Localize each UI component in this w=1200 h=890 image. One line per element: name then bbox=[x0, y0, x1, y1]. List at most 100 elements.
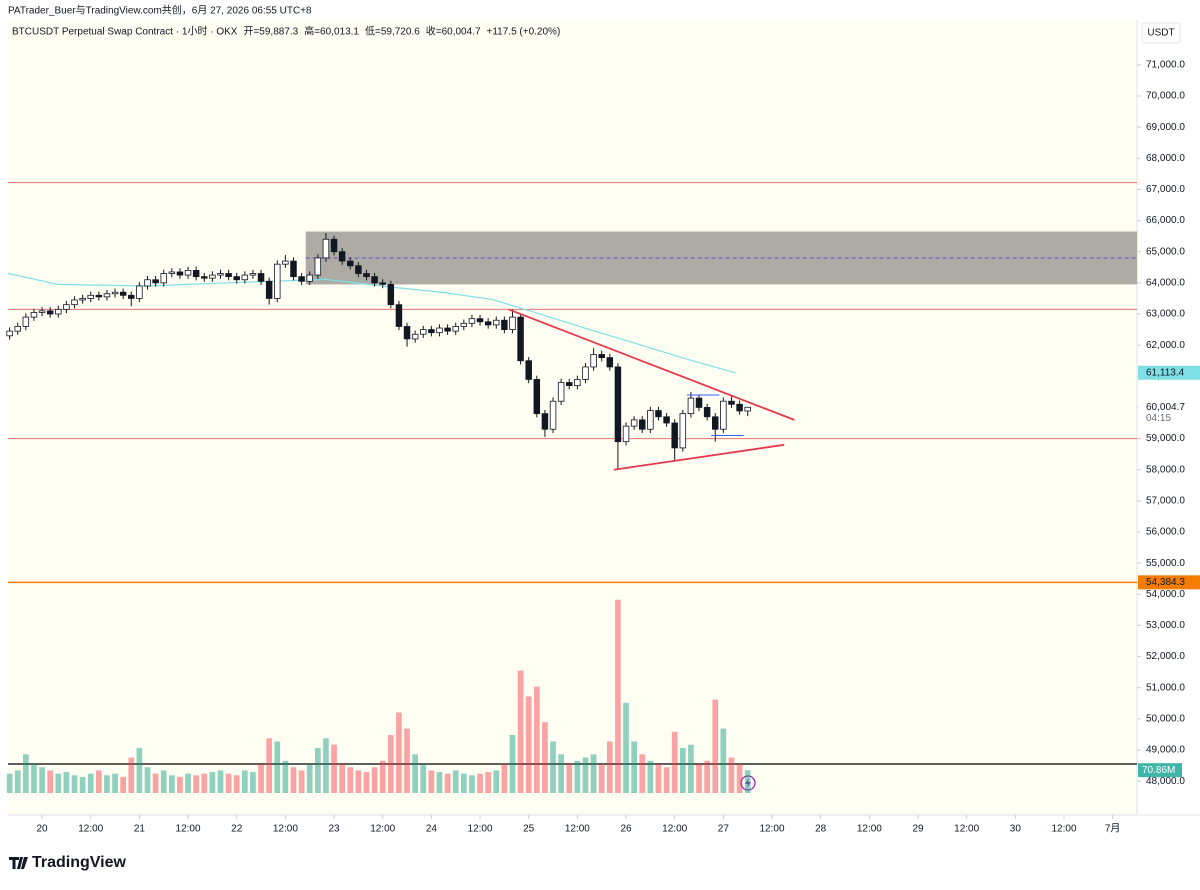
volume-bar bbox=[339, 764, 345, 793]
candle-body bbox=[192, 269, 200, 278]
x-tick-label: 20 bbox=[37, 824, 49, 835]
candle-body bbox=[679, 413, 687, 449]
candle-body bbox=[614, 366, 622, 443]
candle-body bbox=[663, 416, 670, 424]
candle-body bbox=[6, 330, 13, 337]
candle-body bbox=[525, 360, 532, 380]
volume-bar bbox=[460, 773, 467, 793]
candle-body bbox=[712, 416, 719, 430]
volume-bar bbox=[404, 728, 410, 793]
y-tick-label: 68,000.0 bbox=[1146, 153, 1185, 164]
volume-bar bbox=[306, 764, 313, 793]
volume-bar bbox=[14, 770, 21, 793]
plot-background bbox=[8, 20, 1137, 815]
candle-body bbox=[566, 382, 573, 387]
candle-body bbox=[460, 322, 468, 327]
candle-body bbox=[549, 400, 557, 430]
volume-bar bbox=[371, 767, 378, 793]
volume-bar bbox=[250, 772, 256, 793]
volume-bar bbox=[168, 775, 175, 793]
x-tick-label: 22 bbox=[231, 824, 243, 835]
candle-body bbox=[695, 397, 703, 408]
candle-body bbox=[606, 357, 614, 368]
volume-bar bbox=[290, 767, 297, 793]
y-tick-label: 70,000.0 bbox=[1146, 91, 1185, 102]
volume-bar bbox=[55, 773, 62, 793]
volume-bar bbox=[233, 775, 240, 793]
volume-bar bbox=[225, 773, 232, 793]
candle-body bbox=[201, 276, 208, 279]
candle-body bbox=[119, 291, 127, 296]
candle-body bbox=[476, 318, 484, 323]
candle-body bbox=[233, 276, 240, 281]
x-tick-label: 12:00 bbox=[370, 824, 395, 835]
volume-bar bbox=[87, 773, 94, 793]
volume-bar bbox=[314, 747, 321, 793]
candle-body bbox=[184, 269, 192, 276]
last-price-box bbox=[1138, 399, 1200, 426]
volume-bar bbox=[136, 747, 143, 793]
volume-bar bbox=[639, 754, 646, 793]
volume-bar bbox=[420, 764, 427, 793]
volume-bar bbox=[736, 764, 743, 793]
candle-body bbox=[282, 260, 289, 265]
x-tick-label: 12:00 bbox=[857, 824, 882, 835]
volume-label: 70.86M bbox=[1142, 765, 1175, 776]
candle-body bbox=[111, 291, 119, 295]
x-tick-label: 28 bbox=[815, 824, 827, 835]
candle-body bbox=[152, 279, 159, 284]
ma-label-box bbox=[1138, 365, 1200, 380]
logo: TradingView bbox=[9, 854, 127, 871]
y-tick-label: 71,000.0 bbox=[1146, 59, 1185, 70]
y-tick-label: 56,000.0 bbox=[1146, 527, 1185, 538]
candle-body bbox=[87, 294, 94, 299]
candle-body bbox=[484, 321, 492, 326]
candle-body bbox=[744, 406, 751, 412]
volume-bar bbox=[39, 767, 45, 793]
volume-bar bbox=[444, 773, 451, 793]
y-tick-label: 65,000.0 bbox=[1146, 246, 1185, 257]
volume-bar bbox=[120, 776, 127, 793]
volume-bar bbox=[217, 770, 224, 793]
x-tick-label: 25 bbox=[523, 824, 535, 835]
candle-body bbox=[314, 257, 322, 276]
candle-body bbox=[387, 284, 395, 306]
y-tick-label: 66,000.0 bbox=[1146, 215, 1185, 226]
candle-body bbox=[363, 273, 370, 278]
volume-bar bbox=[23, 754, 29, 793]
volume-bar bbox=[63, 772, 70, 793]
x-tick-label: 12:00 bbox=[1051, 824, 1076, 835]
volume-bar bbox=[282, 760, 289, 793]
x-tick-label: 12:00 bbox=[565, 824, 590, 835]
candle-body bbox=[574, 379, 581, 387]
x-tick-label: 30 bbox=[1010, 824, 1022, 835]
candle-body bbox=[14, 326, 21, 332]
y-tick-label: 67,000.0 bbox=[1146, 184, 1185, 195]
volume-bar bbox=[631, 741, 637, 793]
volume-bar bbox=[258, 764, 264, 793]
currency-box[interactable] bbox=[1141, 22, 1181, 44]
y-tick-label: 53,000.0 bbox=[1146, 620, 1185, 631]
candle-body bbox=[355, 265, 362, 274]
candle-body bbox=[590, 354, 597, 368]
volume-bar bbox=[582, 757, 589, 793]
volume-bar bbox=[209, 772, 216, 793]
candle-body bbox=[444, 327, 451, 332]
candle-body bbox=[79, 298, 86, 301]
ohlc-value: 低=59,720.6 bbox=[365, 25, 420, 38]
volume-bar bbox=[525, 696, 532, 793]
candle-body bbox=[55, 308, 62, 315]
currency[interactable]: USDT bbox=[1147, 28, 1174, 39]
x-tick-label: 12:00 bbox=[176, 824, 201, 835]
candle-body bbox=[347, 260, 354, 267]
candle-body bbox=[509, 316, 516, 330]
ohlc-value: +117.5 (+0.20%) bbox=[487, 27, 561, 38]
y-tick-label: 48,000.0 bbox=[1146, 776, 1185, 787]
y-tick-label: 58,000.0 bbox=[1146, 464, 1185, 475]
candle-body bbox=[452, 326, 459, 332]
volume-bar bbox=[112, 773, 118, 793]
volume-bar bbox=[266, 738, 273, 793]
volume-bar bbox=[558, 754, 564, 793]
candle-body bbox=[557, 382, 565, 402]
